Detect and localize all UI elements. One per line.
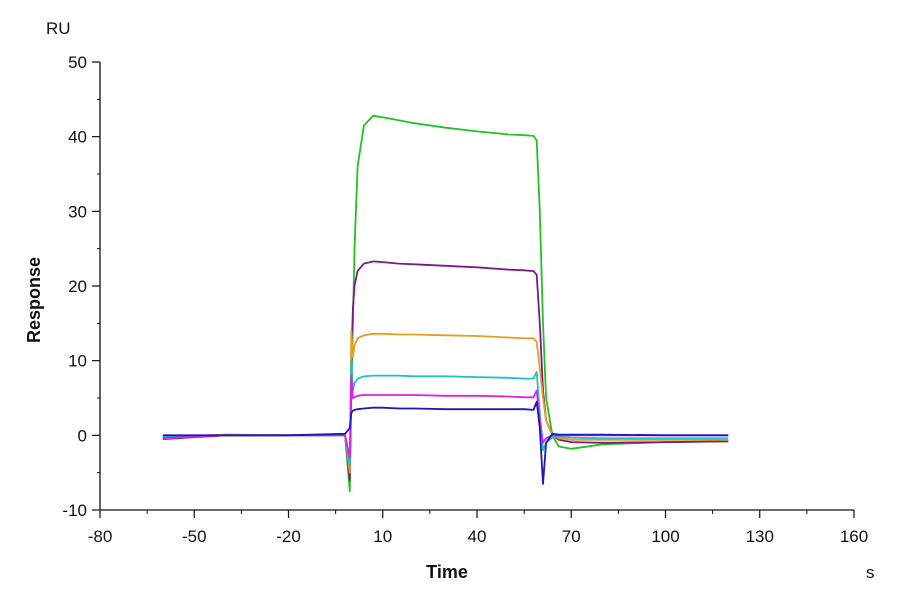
x-tick-label: -80	[88, 527, 113, 546]
x-tick-label: 160	[840, 527, 868, 546]
series-line-magenta	[162, 374, 729, 459]
x-tick-label: -50	[182, 527, 207, 546]
x-axis-title: Time	[426, 562, 468, 582]
x-axis: -80 -50 -20 10 40 70 100 130 160	[88, 509, 868, 546]
x-tick-label: -20	[276, 527, 301, 546]
y-axis: -10 0 10 20 30 40 50	[62, 53, 101, 520]
y-tick-label: -10	[62, 501, 87, 520]
series-line-purple	[162, 260, 729, 482]
x-tick-label: 70	[562, 527, 581, 546]
y-tick-label: 30	[68, 202, 87, 221]
y-tick-label: 0	[78, 426, 87, 445]
plot-lines	[162, 114, 729, 493]
x-tick-label: 100	[651, 527, 679, 546]
series-line-cyan	[162, 359, 729, 467]
y-unit-label: RU	[46, 19, 71, 38]
y-tick-label: 20	[68, 277, 87, 296]
y-tick-label: 10	[68, 352, 87, 371]
x-tick-label: 130	[746, 527, 774, 546]
x-tick-label: 40	[468, 527, 487, 546]
series-line-orange	[162, 329, 729, 474]
x-tick-label: 10	[373, 527, 392, 546]
x-unit-label: s	[866, 563, 875, 582]
y-tick-label: 40	[68, 128, 87, 147]
y-tick-label: 50	[68, 53, 87, 72]
series-line-blue	[162, 400, 729, 485]
y-axis-title: Response	[24, 257, 44, 343]
